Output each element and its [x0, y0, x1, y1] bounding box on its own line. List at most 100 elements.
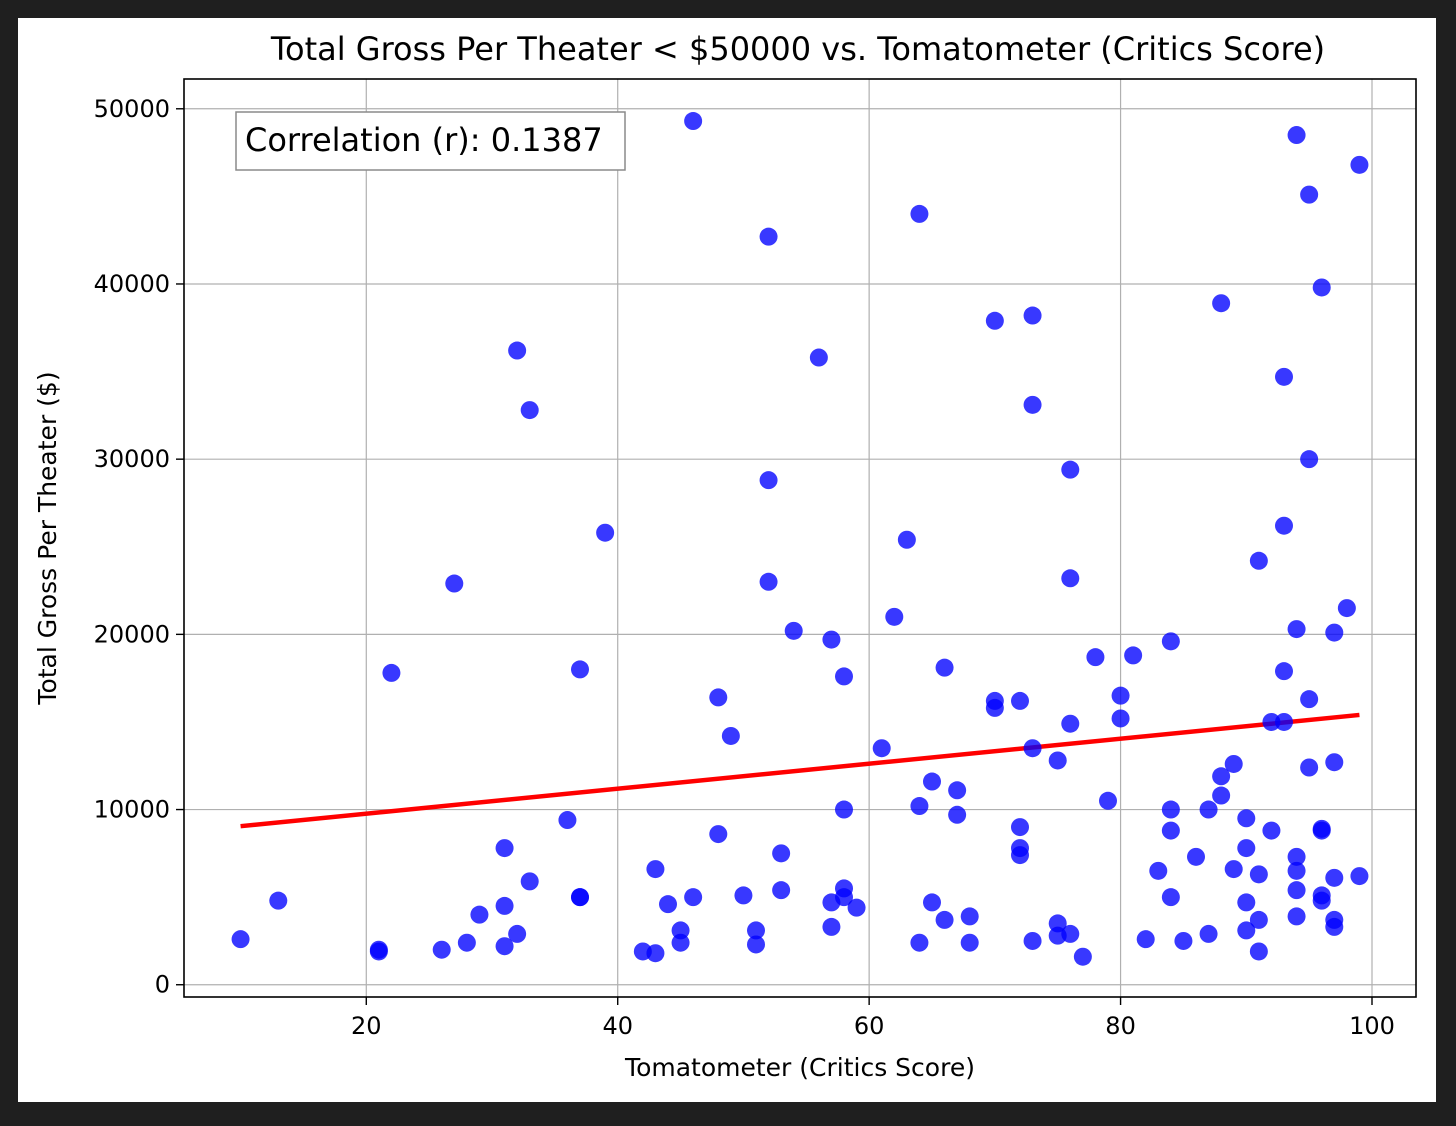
y-tick-label: 10000 — [94, 796, 170, 824]
scatter-point — [1325, 753, 1344, 772]
plot-area-frame — [183, 78, 1417, 998]
scatter-point — [1224, 754, 1243, 773]
scatter-point — [1061, 569, 1080, 588]
scatter-point — [1287, 847, 1306, 866]
scatter-point — [759, 471, 778, 490]
scatter-point — [1287, 620, 1306, 639]
scatter-point — [1199, 924, 1218, 943]
scatter-point — [822, 630, 841, 649]
y-tick-label: 40000 — [94, 270, 170, 298]
trendline — [240, 712, 1360, 829]
scatter-point — [1212, 786, 1231, 805]
scatter-point — [571, 888, 589, 907]
scatter-point — [1249, 551, 1268, 570]
scatter-point — [1086, 648, 1105, 667]
scatter-point — [1287, 881, 1306, 900]
scatter-point — [1048, 751, 1067, 770]
scatter-point — [558, 811, 577, 830]
scatter-point — [835, 667, 853, 686]
scatter-point — [1249, 942, 1268, 961]
x-tick-label: 20 — [351, 1012, 382, 1040]
scatter-point — [1312, 821, 1331, 840]
scatter-point — [1073, 947, 1092, 966]
scatter-point — [897, 530, 916, 549]
scatter-point — [985, 311, 1004, 330]
scatter-point — [1099, 791, 1117, 810]
scatter-point — [1337, 599, 1356, 618]
scatter-point — [1212, 294, 1231, 313]
scatter-point — [1300, 185, 1319, 204]
y-tick-label: 30000 — [94, 445, 170, 473]
scatter-point — [382, 663, 401, 682]
scatter-point — [1325, 868, 1344, 887]
scatter-point — [1111, 709, 1130, 728]
scatter-point — [1023, 739, 1042, 758]
scatter-point — [1124, 646, 1143, 665]
scatter-point — [910, 933, 929, 952]
scatter-point — [835, 879, 853, 898]
scatter-point — [646, 860, 665, 879]
axis-ticks: 20 40 60 80 100 0 10000 20000 30000 40000 50000 — [94, 95, 1395, 1040]
scatter-point — [1199, 800, 1218, 819]
scatter-point — [495, 937, 514, 956]
scatter-point — [1011, 846, 1029, 865]
scatter-point — [495, 896, 514, 915]
scatter-point — [495, 839, 514, 858]
scatter-point — [910, 204, 929, 223]
scatter-point — [231, 930, 250, 949]
scatter-point — [1224, 860, 1243, 879]
scatter-point — [646, 944, 665, 963]
scatter-point — [1249, 910, 1268, 929]
scatter-point — [1275, 516, 1293, 535]
scatter-point — [935, 910, 954, 929]
correlation-annotation: Correlation (r): 0.1387 — [235, 111, 626, 171]
scatter-point — [1300, 758, 1319, 777]
scatter-point — [1287, 861, 1306, 880]
scatter-point — [508, 924, 527, 943]
scatter-point — [457, 933, 476, 952]
scatter-point — [1023, 395, 1042, 414]
x-tick-label: 40 — [602, 1012, 633, 1040]
scatter-point — [935, 658, 954, 677]
scatter-point — [1161, 888, 1180, 907]
scatter-point — [1161, 800, 1180, 819]
scatter-point — [1312, 278, 1331, 297]
scatter-point — [948, 805, 967, 824]
scatter-point — [759, 572, 778, 591]
scatter-point — [520, 401, 539, 420]
scatter-point — [369, 940, 388, 959]
scatter-point — [508, 341, 527, 360]
scatter-point — [1187, 847, 1205, 866]
scatter-point — [1275, 662, 1293, 681]
scatter-point — [1300, 450, 1319, 469]
scatter-point — [1237, 921, 1256, 940]
scatter-point — [1161, 821, 1180, 840]
scatter-point — [432, 940, 451, 959]
chart-figure: Total Gross Per Theater < $50000 vs. Tom… — [18, 18, 1436, 1102]
scatter-point — [571, 660, 589, 679]
gridlines — [184, 79, 1416, 997]
scatter-point — [734, 886, 753, 905]
scatter-point — [1061, 714, 1080, 733]
scatter-point — [1275, 712, 1293, 731]
scatter-point — [960, 933, 979, 952]
scatter-point — [684, 112, 703, 131]
scatter-point — [1262, 821, 1281, 840]
scatter-point — [596, 523, 615, 542]
scatter-point — [709, 688, 728, 707]
scatter-point — [445, 574, 464, 593]
scatter-point — [721, 726, 740, 745]
scatter-point — [835, 800, 853, 819]
scatter-point — [1312, 891, 1331, 910]
scatter-point — [1350, 867, 1369, 886]
scatter-point — [960, 907, 979, 926]
scatter-point — [671, 933, 690, 952]
scatter-point — [1149, 861, 1168, 880]
scatter-point — [1023, 306, 1042, 325]
scatter-point — [1111, 686, 1130, 705]
scatter-point — [1237, 809, 1256, 828]
scatter-point — [470, 905, 489, 924]
x-tick-label: 80 — [1105, 1012, 1136, 1040]
scatter-point — [1023, 931, 1042, 950]
scatter-point — [809, 348, 828, 367]
